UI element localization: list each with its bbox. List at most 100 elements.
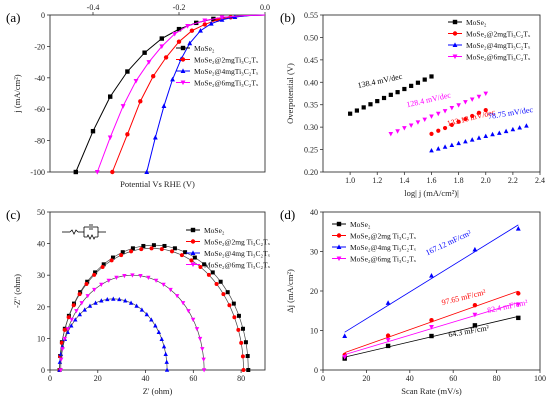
legend-marker — [180, 80, 186, 86]
data-point — [108, 94, 113, 99]
data-point — [516, 315, 521, 321]
x-tick-label: 1.0 — [345, 176, 355, 185]
legend-label: MoSe₂@6mgTi₃C₂Tₓ — [466, 53, 531, 62]
data-point — [516, 291, 521, 296]
data-point — [111, 296, 116, 301]
data-point — [69, 317, 74, 322]
data-point — [141, 243, 146, 248]
x-tick-label: 100 — [534, 374, 546, 383]
data-point — [138, 273, 143, 279]
data-point — [74, 309, 79, 314]
data-point — [163, 351, 168, 356]
data-point — [200, 347, 205, 352]
y-tick-label: 10 — [37, 334, 45, 343]
data-point — [342, 333, 348, 339]
data-point — [133, 78, 139, 84]
data-point — [59, 357, 64, 362]
y-tick-label: 40 — [310, 208, 318, 217]
data-point — [87, 303, 93, 308]
data-point — [85, 294, 90, 299]
circuit-inset-icon — [62, 224, 106, 240]
slope-annotation: 167.12 mF/cm² — [424, 228, 473, 257]
data-point — [402, 126, 407, 131]
data-point — [122, 273, 127, 279]
legend-marker — [190, 239, 196, 244]
legend-marker — [336, 256, 342, 262]
legend-label: MoSe₂@6mg Ti₃C₂Tₓ — [350, 255, 417, 264]
legend-marker — [336, 233, 342, 238]
plot-frame — [49, 211, 266, 371]
data-point — [77, 312, 82, 317]
data-point — [172, 31, 178, 37]
y-tick-label: 0 — [314, 366, 318, 375]
data-point — [483, 107, 488, 113]
data-point — [159, 36, 164, 41]
data-point — [194, 327, 200, 332]
data-point — [476, 135, 482, 140]
x-tick-label: 40 — [406, 374, 414, 383]
data-point — [208, 20, 214, 26]
panel-label: (a) — [6, 10, 20, 25]
x-tick-label: 20 — [94, 374, 102, 383]
data-point — [408, 123, 414, 128]
data-point — [185, 24, 191, 29]
data-point — [139, 307, 145, 312]
data-point — [435, 146, 441, 151]
legend-marker — [452, 54, 458, 60]
data-point — [503, 128, 509, 134]
y-tick-label: 0.20 — [304, 168, 318, 177]
y-tick-label: -80 — [34, 137, 45, 146]
data-point — [456, 140, 461, 146]
data-point — [442, 125, 448, 131]
data-point — [159, 44, 165, 50]
legend-label: MoSe₂@2mgTi₃C₂Tₓ — [194, 56, 259, 65]
legend-label: MoSe₂@2mgTi₃C₂Tₓ — [466, 30, 531, 39]
legend-marker — [336, 244, 342, 249]
data-point — [189, 258, 194, 263]
legend-label: MoSe₂ — [466, 18, 487, 27]
legend-marker — [190, 250, 196, 255]
legend-label: MoSe₂@6mgTi₃C₂Tₓ — [194, 79, 259, 88]
data-point — [422, 117, 428, 123]
data-point — [415, 120, 421, 125]
y-tick-label: 50 — [37, 208, 45, 217]
x-tick-label: 0 — [48, 374, 52, 383]
x-tick-label: 2.0 — [481, 176, 491, 185]
panel-label: (d) — [280, 207, 295, 222]
data-point — [472, 312, 478, 318]
data-point — [130, 273, 135, 278]
data-point — [58, 368, 63, 373]
data-point — [168, 287, 173, 293]
data-point — [240, 354, 245, 359]
data-point — [232, 315, 237, 320]
slope-annotation: 64.3 mF/cm² — [448, 323, 491, 339]
panel-d: (d) 0 20 40 60 80 100 0 10 20 30 40 Scan Rate (mV/s)… — [280, 207, 546, 396]
data-point — [429, 147, 434, 153]
legend-label: MoSe₂ — [194, 44, 215, 53]
data-point — [174, 294, 180, 299]
data-point — [144, 169, 150, 174]
data-point — [515, 302, 521, 308]
legend-marker — [180, 57, 186, 62]
data-point — [483, 133, 489, 139]
data-point — [429, 114, 434, 119]
plot-frame — [49, 14, 266, 173]
x-tick-label: 60 — [449, 374, 457, 383]
y-axis-label: Δj (mA/cm²) — [285, 269, 295, 313]
data-point — [198, 264, 203, 269]
data-point — [129, 249, 134, 254]
data-point — [189, 28, 195, 33]
legend-marker — [190, 227, 196, 233]
data-point — [123, 298, 128, 303]
x-tick-label: 0 — [321, 374, 325, 383]
data-point — [361, 105, 366, 110]
y-axis-label: j (mA/cm²) — [12, 74, 22, 113]
data-point — [71, 303, 76, 308]
data-point — [375, 99, 380, 104]
data-point — [84, 281, 89, 286]
data-point — [469, 97, 475, 102]
data-point — [60, 347, 65, 352]
data-point — [66, 315, 71, 320]
data-point — [515, 225, 521, 231]
